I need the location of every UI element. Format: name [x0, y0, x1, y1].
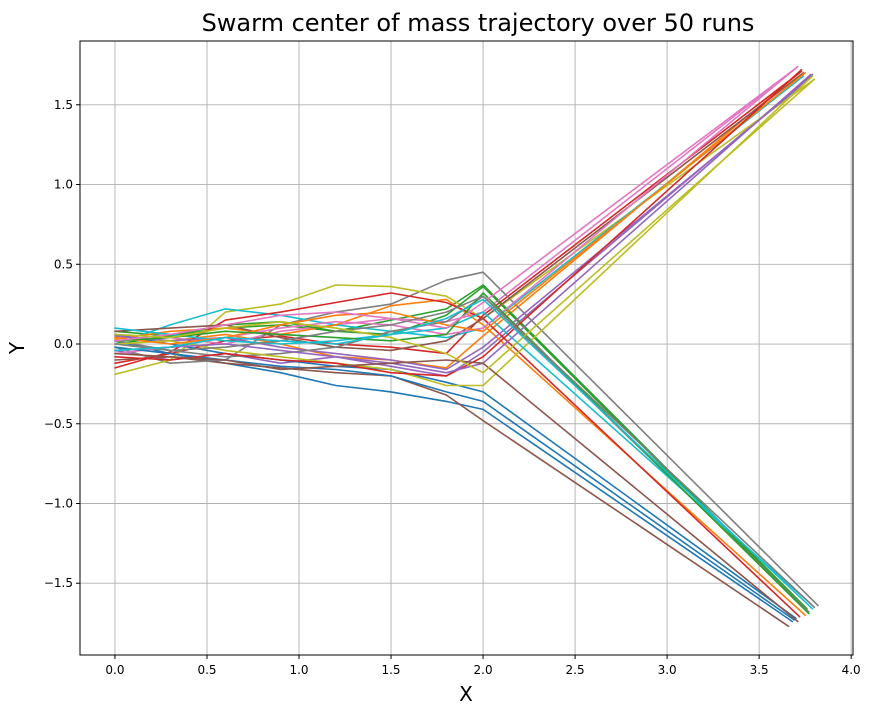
- y-tick-label: 1.0: [54, 178, 73, 192]
- trajectory-lines: [114, 65, 819, 628]
- y-tick-label: 0.5: [54, 257, 73, 271]
- trajectory-run-line: [114, 339, 794, 623]
- y-tick-label: −1.5: [44, 576, 73, 590]
- trajectory-run-line: [114, 292, 810, 615]
- y-tick-label: −0.5: [44, 417, 73, 431]
- trajectory-run-line: [114, 78, 816, 374]
- x-tick-label: 0.0: [105, 663, 124, 677]
- y-axis-label: Y: [5, 341, 29, 355]
- plot-frame: [79, 40, 854, 656]
- trajectory-run-line: [114, 352, 799, 623]
- x-tick-label: 2.5: [566, 663, 585, 677]
- x-tick-label: 3.0: [658, 663, 677, 677]
- x-tick-label: 1.5: [381, 663, 400, 677]
- x-tick-label: 4.0: [842, 663, 861, 677]
- chart-title: Swarm center of mass trajectory over 50 …: [202, 9, 755, 37]
- trajectory-run-line: [114, 346, 795, 621]
- x-tick-label: 3.5: [750, 663, 769, 677]
- x-axis-label: X: [459, 682, 473, 706]
- trajectory-run-line: [114, 295, 810, 613]
- y-tick-label: 1.5: [54, 98, 73, 112]
- x-tick-label: 2.0: [474, 663, 493, 677]
- trajectory-run-line: [114, 67, 797, 342]
- x-tick-label: 0.5: [197, 663, 216, 677]
- trajectory-run-line: [114, 298, 806, 616]
- y-axis-ticks: −1.5 −1.0 −0.5 0.0 0.5 1.0 1.5: [44, 98, 80, 590]
- trajectory-run-line: [114, 311, 816, 609]
- trajectory-run-line: [114, 72, 806, 345]
- trajectory-run-line: [114, 298, 814, 610]
- x-axis-ticks: 0.0 0.5 1.0 1.5 2.0 2.5 3.0 3.5 4.0: [105, 655, 861, 677]
- trajectory-run-line: [114, 355, 790, 628]
- trajectory-run-line: [114, 76, 812, 371]
- x-tick-label: 1.0: [289, 663, 308, 677]
- y-tick-label: −1.0: [44, 496, 73, 510]
- y-tick-label: 0.0: [54, 337, 73, 351]
- trajectory-run-line: [114, 295, 816, 609]
- trajectory-run-line: [114, 333, 797, 620]
